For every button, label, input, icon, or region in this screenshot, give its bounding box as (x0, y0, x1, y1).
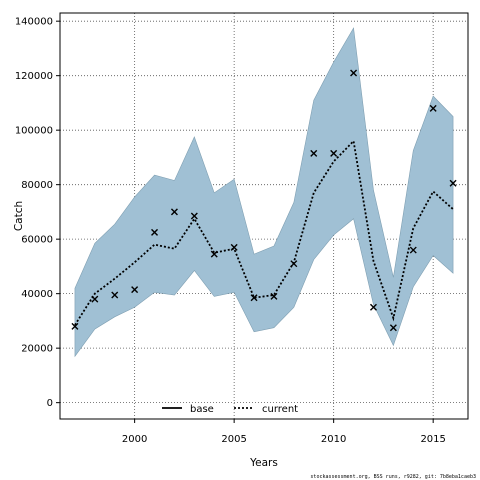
observed-point-stroke (330, 149, 338, 157)
observed-point-stroke (71, 322, 79, 330)
y-tick-label: 120000 (15, 71, 53, 82)
y-tick-label: 100000 (15, 126, 53, 137)
observed-point (210, 250, 218, 258)
observed-point-stroke (449, 179, 457, 187)
observed-point (409, 246, 417, 254)
y-tick-label: 80000 (21, 180, 53, 191)
observed-point-stroke (170, 208, 178, 216)
y-tick-label: 60000 (21, 235, 53, 246)
observed-point (91, 295, 99, 303)
observed-point-stroke (310, 149, 318, 157)
legend: base current (162, 404, 298, 415)
observed-point (389, 324, 397, 332)
y-tick-label: 20000 (21, 344, 53, 355)
observed-point-stroke (389, 324, 397, 332)
axis-ticks: 2000 2005 2010 2015 0 20000 40000 60000 80000 100… (15, 17, 446, 445)
observed-point (270, 292, 278, 300)
observed-point-stroke (350, 69, 358, 77)
footer-text: stockassessment.org, BSS runs, r9282, gi… (310, 474, 476, 480)
x-tick-label: 2000 (122, 434, 147, 445)
current-series-line (74, 139, 454, 326)
plot-frame (59, 12, 469, 420)
observed-point (111, 291, 119, 299)
y-axis-label: Catch (13, 201, 25, 231)
observed-point (190, 212, 198, 220)
observed-point-stroke (429, 104, 437, 112)
observed-point (330, 149, 338, 157)
legend-current-label: current (262, 404, 298, 415)
legend-base-label: base (190, 404, 214, 415)
observed-point-stroke (230, 243, 238, 251)
observed-point (429, 104, 437, 112)
observed-point-stroke (190, 212, 198, 220)
observed-point-stroke (270, 292, 278, 300)
observed-point (250, 294, 258, 302)
observed-point-stroke (250, 294, 258, 302)
observed-point (449, 179, 457, 187)
y-tick-label: 140000 (15, 17, 53, 28)
observed-point (310, 149, 318, 157)
observed-markers (71, 69, 457, 332)
observed-point-stroke (369, 303, 377, 311)
x-tick-label: 2005 (221, 434, 246, 445)
observed-point (151, 228, 159, 236)
observed-point (369, 303, 377, 311)
observed-point-stroke (91, 295, 99, 303)
x-axis-label: Years (249, 457, 278, 469)
observed-point-stroke (409, 246, 417, 254)
observed-point (131, 286, 139, 294)
observed-point (230, 243, 238, 251)
observed-point (290, 260, 298, 268)
observed-point-stroke (111, 291, 119, 299)
band-area (74, 27, 454, 358)
observed-point (71, 322, 79, 330)
x-tick-label: 2010 (321, 434, 346, 445)
observed-point-stroke (131, 286, 139, 294)
series-lines (74, 139, 454, 326)
observed-point (350, 69, 358, 77)
confidence-band (74, 27, 454, 358)
observed-point-stroke (210, 250, 218, 258)
observed-point (170, 208, 178, 216)
observed-point-stroke (290, 260, 298, 268)
x-tick-label: 2015 (420, 434, 445, 445)
y-tick-label: 40000 (21, 289, 53, 300)
observed-point-stroke (151, 228, 159, 236)
y-tick-label: 0 (47, 398, 53, 409)
